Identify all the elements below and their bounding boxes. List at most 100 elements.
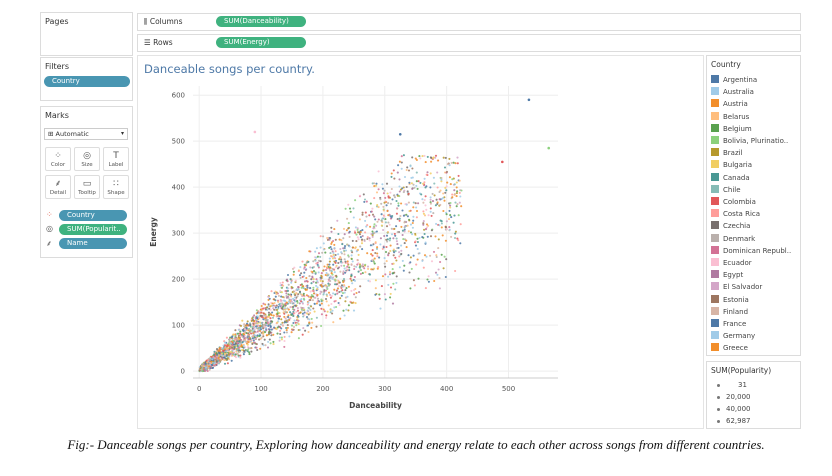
tooltip-button[interactable]: ▭ Tooltip [74, 175, 100, 199]
scatter-point[interactable] [266, 318, 269, 321]
scatter-point[interactable] [291, 302, 294, 305]
scatter-point[interactable] [283, 345, 286, 348]
scatter-point[interactable] [279, 289, 282, 293]
scatter-point[interactable] [394, 256, 397, 259]
scatter-point[interactable] [337, 261, 340, 265]
scatter-point[interactable] [445, 213, 448, 216]
scatter-point[interactable] [248, 322, 252, 325]
scatter-point[interactable] [300, 306, 303, 309]
scatter-point[interactable] [285, 296, 288, 299]
scatter-point[interactable] [380, 213, 383, 216]
legend-item[interactable]: Australia [711, 87, 754, 97]
scatter-point[interactable] [376, 255, 379, 258]
scatter-point[interactable] [419, 157, 422, 160]
scatter-point[interactable] [352, 216, 355, 219]
scatter-point[interactable] [451, 196, 454, 199]
scatter-point[interactable] [246, 350, 249, 353]
scatter-point[interactable] [242, 329, 245, 332]
scatter-point[interactable] [442, 156, 445, 159]
scatter-point[interactable] [312, 280, 315, 283]
scatter-point[interactable] [371, 234, 374, 237]
scatter-point[interactable] [298, 290, 302, 293]
scatter-point[interactable] [425, 226, 428, 229]
scatter-point[interactable] [412, 254, 415, 257]
scatter-point[interactable] [380, 202, 383, 205]
scatter-point[interactable] [319, 246, 322, 249]
scatter-point[interactable] [253, 341, 256, 344]
scatter-point[interactable] [395, 275, 398, 278]
scatter-point[interactable] [307, 301, 310, 304]
scatter-point[interactable] [365, 200, 368, 203]
scatter-point[interactable] [371, 249, 374, 252]
scatter-point[interactable] [276, 321, 279, 324]
outlier-point[interactable] [527, 98, 531, 102]
scatter-point[interactable] [432, 176, 435, 179]
scatter-point[interactable] [332, 276, 335, 279]
marks-field-popularity[interactable]: SUM(Popularit.. [59, 224, 127, 235]
scatter-point[interactable] [289, 306, 292, 309]
scatter-point[interactable] [213, 350, 216, 353]
scatter-point[interactable] [440, 176, 443, 180]
scatter-point[interactable] [359, 194, 362, 197]
scatter-point[interactable] [231, 343, 234, 347]
scatter-point[interactable] [381, 187, 384, 190]
scatter-point[interactable] [373, 197, 376, 200]
scatter-point[interactable] [346, 243, 349, 246]
scatter-point[interactable] [326, 310, 329, 313]
scatter-point[interactable] [296, 288, 299, 291]
scatter-point[interactable] [339, 256, 342, 259]
scatter-point[interactable] [267, 333, 270, 336]
scatter-point[interactable] [337, 301, 340, 305]
scatter-point[interactable] [393, 227, 396, 230]
scatter-point[interactable] [373, 262, 376, 265]
scatter-point[interactable] [417, 180, 420, 183]
scatter-point[interactable] [233, 337, 236, 340]
scatter-point[interactable] [297, 270, 300, 273]
scatter-point[interactable] [369, 202, 372, 205]
scatter-point[interactable] [299, 266, 302, 269]
scatter-point[interactable] [280, 304, 283, 307]
scatter-point[interactable] [312, 278, 315, 281]
scatter-point[interactable] [385, 204, 388, 207]
scatter-point[interactable] [302, 287, 305, 290]
scatter-point[interactable] [230, 348, 233, 351]
scatter-point[interactable] [220, 354, 223, 357]
scatter-point[interactable] [383, 201, 386, 204]
scatter-point[interactable] [319, 276, 322, 279]
scatter-point[interactable] [322, 308, 325, 311]
scatter-point[interactable] [412, 215, 415, 218]
scatter-point[interactable] [430, 160, 433, 163]
scatter-point[interactable] [445, 228, 448, 231]
scatter-point[interactable] [351, 239, 354, 242]
scatter-point[interactable] [322, 248, 326, 251]
scatter-point[interactable] [451, 178, 454, 181]
scatter-point[interactable] [356, 236, 359, 239]
scatter-point[interactable] [334, 250, 337, 253]
scatter-point[interactable] [322, 235, 325, 238]
scatter-point[interactable] [393, 177, 396, 180]
scatter-point[interactable] [328, 263, 331, 266]
scatter-point[interactable] [396, 218, 399, 221]
scatter-point[interactable] [284, 317, 287, 320]
scatter-point[interactable] [273, 302, 276, 305]
scatter-point[interactable] [301, 294, 304, 297]
scatter-point[interactable] [422, 266, 425, 269]
scatter-point[interactable] [455, 205, 458, 208]
scatter-point[interactable] [259, 328, 263, 331]
scatter-point[interactable] [420, 193, 423, 196]
scatter-point[interactable] [456, 203, 459, 206]
scatter-point[interactable] [446, 181, 449, 184]
scatter-point[interactable] [373, 257, 376, 260]
scatter-point[interactable] [305, 316, 309, 319]
scatter-point[interactable] [357, 238, 360, 241]
scatter-point[interactable] [446, 163, 449, 166]
scatter-point[interactable] [449, 206, 452, 209]
scatter-point[interactable] [311, 270, 314, 274]
scatter-point[interactable] [339, 297, 342, 300]
scatter-point[interactable] [310, 296, 313, 300]
scatter-point[interactable] [347, 226, 351, 229]
scatter-point[interactable] [427, 275, 430, 278]
scatter-point[interactable] [225, 350, 228, 353]
scatter-point[interactable] [442, 192, 445, 195]
